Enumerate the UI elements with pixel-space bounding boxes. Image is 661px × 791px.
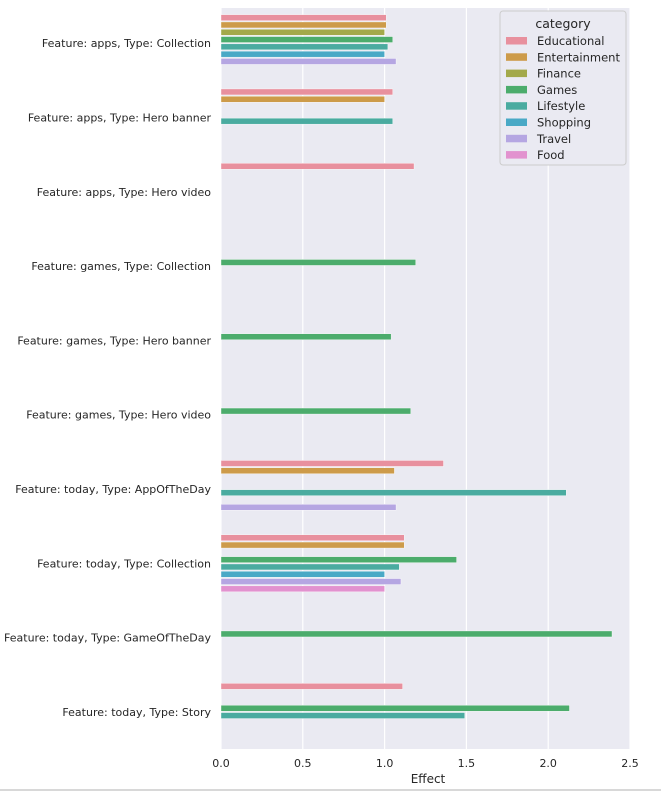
y-tick-label: Feature: apps, Type: Hero video [37, 186, 212, 199]
y-tick-label: Feature: today, Type: AppOfTheDay [15, 483, 211, 496]
y-tick-labels: Feature: apps, Type: Collection Feature: … [4, 37, 211, 719]
legend-label-travel: Travel [536, 132, 571, 146]
bar-entertainment [220, 467, 395, 474]
bar-travel [220, 504, 397, 511]
x-tick-label: 0.5 [294, 757, 312, 770]
bar-shopping [220, 50, 385, 58]
bar-games [220, 705, 570, 712]
bar-games [220, 259, 416, 266]
x-tick-label: 0.0 [212, 757, 230, 770]
x-tick-label: 2.5 [621, 757, 639, 770]
bar-games [220, 333, 392, 340]
y-tick-label: Feature: today, Type: Collection [37, 557, 211, 570]
bar-travel [220, 58, 397, 65]
legend-label-entertainment: Entertainment [537, 50, 620, 64]
legend-swatch-games [506, 85, 527, 94]
legend-label-games: Games [537, 83, 577, 97]
gridlines [220, 8, 631, 749]
x-tick-labels: 0.0 0.5 1.0 1.5 2.0 2.5 [212, 757, 639, 770]
bar-educational [220, 683, 403, 690]
bar-lifestyle [220, 43, 389, 51]
bar-games [220, 407, 411, 415]
bar-educational [220, 88, 393, 96]
y-tick-label: Feature: games, Type: Collection [31, 260, 211, 273]
legend-label-finance: Finance [537, 67, 581, 81]
bar-lifestyle [220, 563, 400, 571]
bar-educational [220, 163, 415, 170]
y-tick-label: Feature: today, Type: Story [62, 706, 211, 719]
bar-entertainment [220, 21, 387, 29]
legend-swatch-lifestyle [506, 102, 527, 110]
bars [220, 14, 613, 719]
legend-swatch-shopping [506, 118, 527, 126]
bar-lifestyle [220, 489, 567, 496]
bar-educational [220, 534, 405, 541]
bar-entertainment [220, 541, 405, 549]
y-tick-label: Feature: apps, Type: Hero banner [28, 112, 212, 125]
x-tick-label: 2.0 [539, 757, 557, 770]
bar-lifestyle [220, 712, 465, 719]
legend-label-educational: Educational [537, 34, 605, 48]
legend-label-shopping: Shopping [537, 116, 591, 130]
bar-games [220, 630, 613, 638]
bar-food [220, 585, 385, 593]
legend-swatch-educational [506, 37, 527, 45]
x-tick-label: 1.5 [458, 757, 476, 770]
legend-swatch-entertainment [506, 53, 527, 61]
bar-travel [220, 578, 402, 585]
bar-lifestyle [220, 117, 393, 125]
bar-educational [220, 460, 444, 467]
legend-title: category [535, 16, 591, 31]
legend-swatch-travel [506, 134, 527, 143]
legend-label-lifestyle: Lifestyle [537, 99, 585, 113]
y-tick-label: Feature: games, Type: Hero video [26, 409, 211, 422]
bar-educational [220, 14, 387, 21]
bar-games [220, 556, 457, 563]
bottom-rule [0, 789, 661, 791]
bar-entertainment [220, 96, 385, 103]
bar-shopping [220, 571, 385, 578]
bar-finance [220, 29, 385, 36]
y-tick-label: Feature: today, Type: GameOfTheDay [4, 632, 211, 645]
y-tick-label: Feature: games, Type: Hero banner [17, 334, 211, 347]
legend-items: Educational Entertainment Finance Games Life… [506, 34, 620, 162]
y-tick-label: Feature: apps, Type: Collection [42, 37, 211, 50]
bar-games [220, 36, 393, 43]
legend-box [499, 10, 627, 166]
legend-label-food: Food [537, 148, 565, 162]
x-tick-label: 1.0 [376, 757, 394, 770]
legend-swatch-food [506, 151, 527, 159]
legend-swatch-finance [506, 69, 527, 78]
x-axis-title: Effect [411, 772, 446, 786]
legend: category Educational Entertainment Finance… [499, 10, 627, 166]
